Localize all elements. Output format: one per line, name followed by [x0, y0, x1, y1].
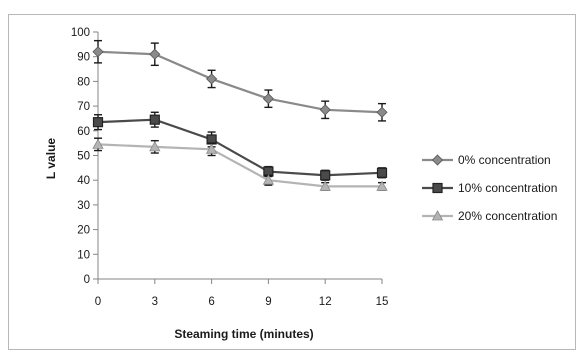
y-tick-label: 80 [77, 76, 90, 88]
data-point [376, 167, 388, 178]
y-tick-label: 10 [77, 249, 90, 261]
data-point [320, 170, 331, 181]
y-axis: 0 10 20 30 40 50 60 70 80 90 100 [71, 27, 99, 286]
x-tick-label: 9 [265, 296, 271, 308]
data-point [206, 73, 218, 85]
legend-marker [432, 182, 443, 194]
series-2 [92, 137, 388, 191]
series-line [97, 143, 382, 188]
x-axis: 0 3 6 9 12 15 [95, 278, 389, 308]
y-tick-label: 20 [77, 225, 90, 237]
data-point [149, 48, 161, 60]
data-point [92, 117, 104, 128]
legend: 0% concentration 10% concentration 20% con… [422, 153, 557, 223]
y-tick-label: 50 [77, 151, 90, 163]
y-tick-label: 100 [71, 27, 90, 39]
data-point [92, 46, 104, 58]
data-point [149, 141, 161, 152]
legend-marker [431, 154, 444, 166]
plot-series [92, 39, 388, 191]
series-1 [92, 111, 388, 181]
x-axis-title: Steaming time (minutes) [174, 327, 313, 341]
y-tick-label: 70 [77, 101, 90, 113]
x-tick-label: 3 [152, 296, 158, 308]
legend-item-1: 10% concentration [422, 181, 557, 195]
data-point [376, 180, 388, 191]
y-axis-title: L value [44, 138, 58, 179]
data-point [376, 106, 388, 118]
legend-item-0: 0% concentration [422, 153, 551, 167]
y-tick-label: 0 [84, 274, 90, 286]
data-point [319, 104, 331, 116]
y-tick-label: 60 [77, 126, 90, 138]
x-tick-label: 6 [208, 296, 214, 308]
data-point [92, 138, 104, 149]
legend-item-2: 20% concentration [422, 209, 557, 223]
y-tick-label: 90 [77, 52, 90, 64]
data-point [319, 180, 331, 191]
data-point [205, 143, 218, 154]
series-line [97, 118, 383, 177]
chart-frame: 0 10 20 30 40 50 60 70 80 90 100 0 3 6 9 12 15 L value … [8, 14, 576, 350]
y-tick-label: 40 [77, 175, 90, 187]
x-tick-label: 12 [319, 296, 332, 308]
legend-label: 0% concentration [458, 153, 551, 167]
x-tick-label: 15 [376, 296, 389, 308]
series-0 [92, 39, 388, 122]
y-tick-label: 30 [77, 200, 90, 212]
series-line [97, 50, 383, 114]
x-tick-label: 0 [95, 296, 101, 308]
data-point [149, 114, 160, 125]
data-point [262, 174, 275, 185]
legend-label: 20% concentration [458, 209, 557, 223]
legend-label: 10% concentration [458, 181, 557, 195]
legend-marker [431, 210, 444, 221]
data-point [262, 93, 274, 105]
